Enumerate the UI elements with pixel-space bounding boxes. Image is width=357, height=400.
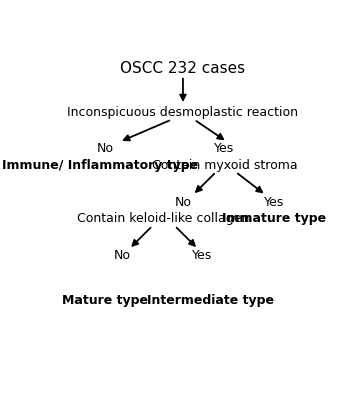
Text: No: No (97, 142, 114, 154)
Text: Inconspicuous desmoplastic reaction: Inconspicuous desmoplastic reaction (67, 106, 298, 119)
Text: Yes: Yes (214, 142, 235, 154)
Text: Yes: Yes (264, 196, 285, 208)
Text: Contain myxoid stroma: Contain myxoid stroma (152, 158, 297, 172)
Text: Immune/ Inflammatory type: Immune/ Inflammatory type (2, 158, 198, 172)
Text: Contain keloid-like collagen: Contain keloid-like collagen (77, 212, 250, 226)
Text: Mature type: Mature type (62, 294, 149, 307)
Text: No: No (114, 250, 131, 262)
Text: Immature type: Immature type (222, 212, 326, 226)
Text: OSCC 232 cases: OSCC 232 cases (120, 60, 246, 76)
Text: Intermediate type: Intermediate type (147, 294, 274, 307)
Text: Yes: Yes (192, 250, 212, 262)
Text: No: No (175, 196, 191, 208)
